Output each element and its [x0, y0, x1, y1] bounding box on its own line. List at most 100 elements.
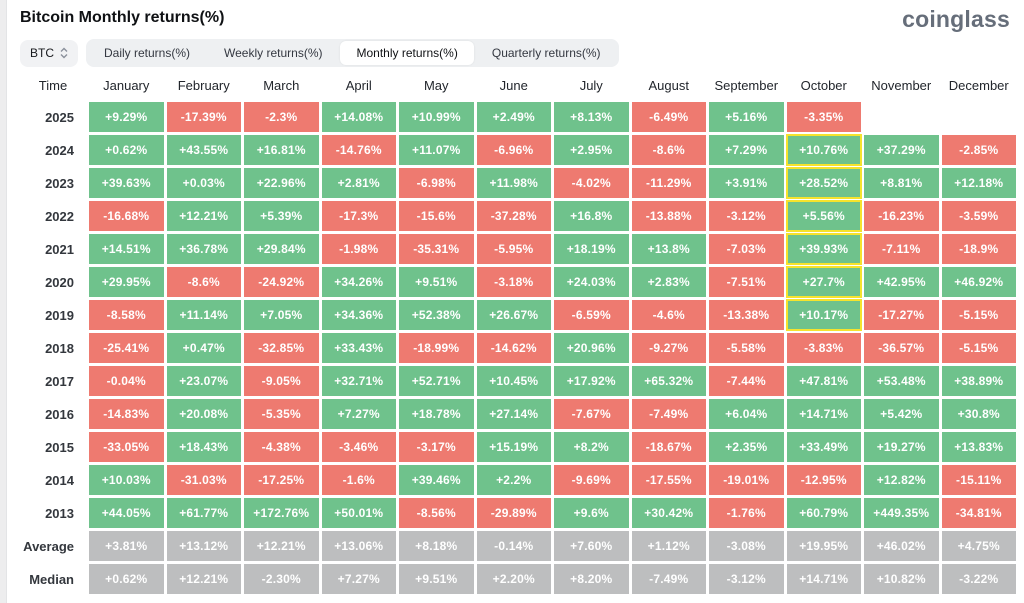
return-cell-average-may: +8.18%	[399, 531, 474, 561]
return-cell-2024-december: -2.85%	[941, 135, 1016, 165]
page-title: Bitcoin Monthly returns(%)	[20, 9, 225, 26]
row-label-average: Average	[23, 538, 74, 554]
return-cell-2023-december: +12.18%	[941, 168, 1016, 198]
return-cell-2014-january: +10.03%	[89, 465, 164, 495]
return-cell-2013-october: +60.79%	[786, 498, 861, 528]
return-cell-2016-september: +6.04%	[709, 399, 784, 429]
return-cell-2022-march: +5.39%	[244, 201, 319, 231]
row-label-2016: 2016	[45, 406, 74, 422]
return-cell-2021-july: +18.19%	[554, 234, 629, 264]
return-cell-2019-july: -6.59%	[554, 300, 629, 330]
return-cell-2018-january: -25.41%	[89, 333, 164, 363]
row-label-2022: 2022	[45, 208, 74, 224]
return-cell-2021-march: +29.84%	[244, 234, 319, 264]
table-row-average: Average +3.81% +13.12% +12.21% +13.06% +8.18%…	[20, 531, 1016, 561]
return-cell-2019-may: +52.38%	[399, 300, 474, 330]
return-cell-2016-april: +7.27%	[321, 399, 396, 429]
return-cell-2020-june: -3.18%	[476, 267, 551, 297]
return-cell-2022-august: -13.88%	[631, 201, 706, 231]
column-header-january: January	[103, 78, 150, 93]
return-cell-2025-april: +14.08%	[321, 102, 396, 132]
return-cell-2016-november: +5.42%	[864, 399, 939, 429]
return-cell-2017-july: +17.92%	[554, 366, 629, 396]
return-cell-2013-june: -29.89%	[476, 498, 551, 528]
return-cell-2018-march: -32.85%	[244, 333, 319, 363]
return-cell-2017-august: +65.32%	[631, 366, 706, 396]
row-label-2019: 2019	[45, 307, 74, 323]
return-cell-2015-october: +33.49%	[786, 432, 861, 462]
return-cell-2014-september: -19.01%	[709, 465, 784, 495]
row-label-2020: 2020	[45, 274, 74, 290]
column-header-time: Time	[38, 78, 68, 93]
return-cell-2024-january: +0.62%	[89, 135, 164, 165]
return-cell-2024-february: +43.55%	[166, 135, 241, 165]
row-label-2017: 2017	[45, 373, 74, 389]
return-cell-2021-may: -35.31%	[399, 234, 474, 264]
return-cell-2019-june: +26.67%	[476, 300, 551, 330]
column-header-row: Time January February March April May June July…	[20, 70, 1016, 101]
table-row-2024: 2024 +0.62% +43.55% +16.81% -14.76% +11.07% -6…	[20, 134, 1016, 166]
column-header-march: March	[263, 78, 300, 93]
return-cell-2015-november: +19.27%	[864, 432, 939, 462]
tab-daily-returns[interactable]: Daily returns(%)	[104, 46, 191, 60]
return-cell-2016-january: -14.83%	[89, 399, 164, 429]
return-cell-2019-march: +7.05%	[244, 300, 319, 330]
return-cell-2013-november: +449.35%	[864, 498, 939, 528]
return-cell-2025-march: -2.3%	[244, 102, 319, 132]
return-cell-average-october: +19.95%	[786, 531, 861, 561]
return-cell-2023-november: +8.81%	[864, 168, 939, 198]
return-cell-2019-april: +34.36%	[321, 300, 396, 330]
return-cell-2019-february: +11.14%	[166, 300, 241, 330]
return-cell-2016-march: -5.35%	[244, 399, 319, 429]
return-cell-2015-september: +2.35%	[709, 432, 784, 462]
return-cell-2022-february: +12.21%	[166, 201, 241, 231]
return-cell-2015-april: -3.46%	[321, 432, 396, 462]
column-header-november: November	[871, 78, 932, 93]
return-cell-2019-january: -8.58%	[89, 300, 164, 330]
tab-monthly-returns[interactable]: Monthly returns(%)	[340, 41, 474, 65]
return-cell-2017-june: +10.45%	[476, 366, 551, 396]
return-cell-2018-june: -14.62%	[476, 333, 551, 363]
return-cell-median-january: +0.62%	[89, 564, 164, 594]
return-cell-2015-august: -18.67%	[631, 432, 706, 462]
return-cell-2023-march: +22.96%	[244, 168, 319, 198]
column-header-april: April	[345, 78, 372, 93]
return-cell-2021-october: +39.93%	[785, 233, 862, 265]
return-cell-2020-july: +24.03%	[554, 267, 629, 297]
return-cell-2018-october: -3.83%	[786, 333, 861, 363]
return-cell-2025-may: +10.99%	[399, 102, 474, 132]
return-cell-2014-august: -17.55%	[631, 465, 706, 495]
return-cell-average-january: +3.81%	[89, 531, 164, 561]
return-cell-2016-july: -7.67%	[554, 399, 629, 429]
return-cell-2025-september: +5.16%	[709, 102, 784, 132]
return-cell-2016-may: +18.78%	[399, 399, 474, 429]
return-cell-median-may: +9.51%	[399, 564, 474, 594]
return-cell-2022-october: +5.56%	[785, 200, 862, 232]
column-header-august: August	[648, 78, 689, 93]
symbol-selector[interactable]: BTC	[20, 39, 78, 67]
return-cell-2021-november: -7.11%	[864, 234, 939, 264]
tab-weekly-returns[interactable]: Weekly returns(%)	[224, 46, 323, 60]
return-cell-2025-october: -3.35%	[786, 102, 861, 132]
return-cell-2024-september: +7.29%	[709, 135, 784, 165]
return-cell-2014-may: +39.46%	[399, 465, 474, 495]
return-cell-2025-august: -6.49%	[631, 102, 706, 132]
return-cell-2015-july: +8.2%	[554, 432, 629, 462]
return-cell-median-october: +14.71%	[786, 564, 861, 594]
return-cell-2022-april: -17.3%	[321, 201, 396, 231]
table-row-2015: 2015 -33.05% +18.43% -4.38% -3.46% -3.17% +15.…	[20, 432, 1016, 462]
return-cell-2017-december: +38.89%	[941, 366, 1016, 396]
return-cell-2014-november: +12.82%	[864, 465, 939, 495]
return-cell-2014-july: -9.69%	[554, 465, 629, 495]
return-cell-2014-february: -31.03%	[166, 465, 241, 495]
return-cell-2016-october: +14.71%	[786, 399, 861, 429]
table-row-2022: 2022 -16.68% +12.21% +5.39% -17.3% -15.6% -37.…	[20, 200, 1016, 232]
return-cell-2014-march: -17.25%	[244, 465, 319, 495]
returns-panel: Bitcoin Monthly returns(%) coinglass BTC…	[8, 0, 1024, 603]
column-header-may: May	[423, 78, 449, 93]
tab-quarterly-returns[interactable]: Quarterly returns(%)	[491, 46, 601, 60]
return-cell-average-july: +7.60%	[554, 531, 629, 561]
return-cell-2025-june: +2.49%	[476, 102, 551, 132]
return-cell-2017-september: -7.44%	[709, 366, 784, 396]
return-cell-2018-july: +20.96%	[554, 333, 629, 363]
